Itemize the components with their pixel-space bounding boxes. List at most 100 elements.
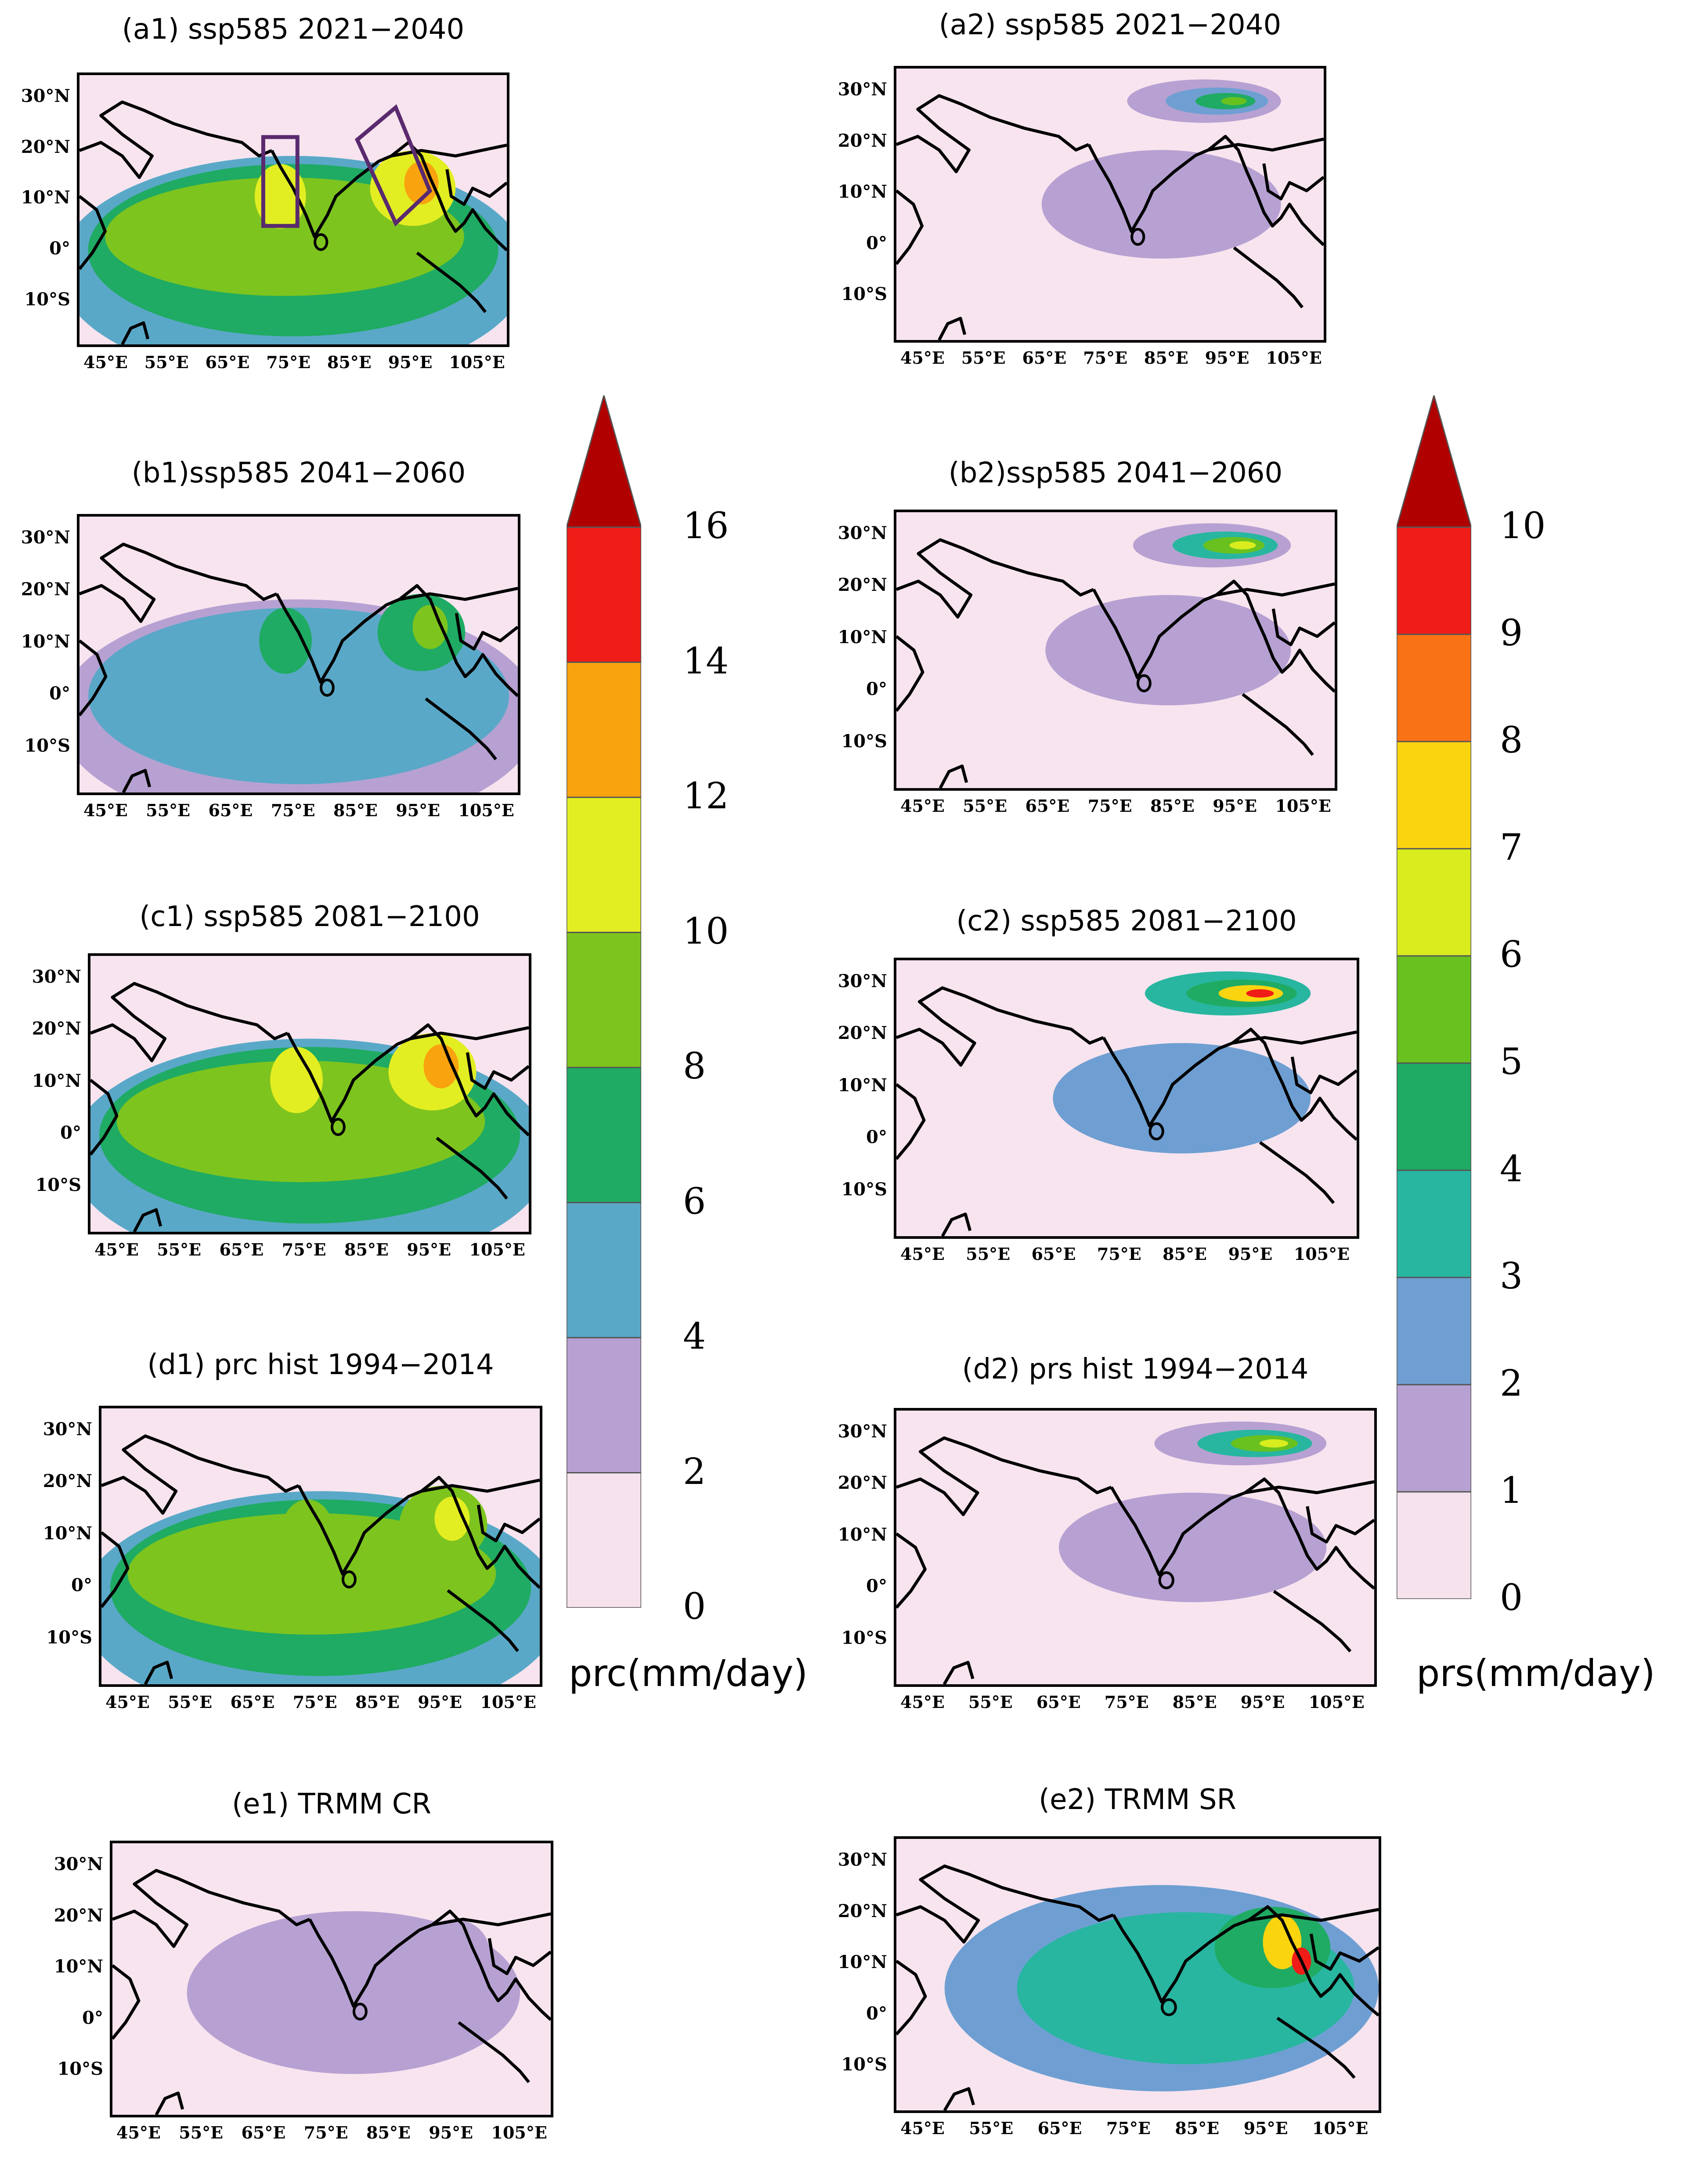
- colorbar-tick: 4: [683, 1316, 706, 1357]
- lat-label: 0°: [49, 683, 70, 704]
- lat-label: 10°N: [838, 626, 887, 648]
- lon-label: 85°E: [1163, 1244, 1207, 1264]
- lat-label: 20°N: [838, 575, 887, 596]
- lat-label: 10°S: [841, 284, 887, 305]
- panel-title-d2: (d2) prs hist 1994−2014: [962, 1353, 1309, 1386]
- lon-label: 75°E: [1083, 348, 1128, 368]
- lat-label: 10°N: [43, 1523, 92, 1544]
- lon-label: 55°E: [168, 1692, 213, 1712]
- lat-label: 30°N: [838, 1849, 887, 1870]
- map-c1: [88, 953, 531, 1234]
- lon-label: 55°E: [144, 352, 189, 372]
- panel-title-b1: (b1)ssp585 2041−2060: [131, 457, 466, 489]
- colorbar-tick: 3: [1500, 1256, 1523, 1297]
- lat-label: 30°N: [21, 527, 70, 548]
- lon-label: 105°E: [458, 800, 514, 820]
- map-field-e2: [896, 1864, 1379, 2110]
- lon-label: 45°E: [900, 2118, 945, 2138]
- lon-label: 55°E: [157, 1240, 202, 1259]
- map-d2: [894, 1408, 1377, 1687]
- colorbar-prc-unit: prc(mm/day): [569, 1652, 808, 1695]
- lon-label: 75°E: [1087, 796, 1132, 816]
- lon-label: 95°E: [429, 2123, 473, 2142]
- lon-label: 65°E: [241, 2123, 286, 2142]
- colorbar-tick: 5: [1500, 1041, 1523, 1083]
- lon-label: 45°E: [105, 1692, 150, 1712]
- lat-label: 20°N: [838, 1900, 887, 1921]
- lat-label: 0°: [71, 1575, 92, 1596]
- map-field-c2: [896, 971, 1357, 1236]
- lat-label: 30°N: [838, 1421, 887, 1442]
- lon-label: 85°E: [1175, 2118, 1220, 2138]
- lon-label: 65°E: [219, 1240, 264, 1259]
- lat-label: 20°N: [838, 1023, 887, 1044]
- panel-title-b2: (b2)ssp585 2041−2060: [948, 457, 1283, 489]
- lon-label: 85°E: [333, 800, 378, 820]
- map-c2: [894, 958, 1359, 1239]
- colorbar-tick: 10: [683, 910, 729, 952]
- lon-label: 95°E: [388, 352, 433, 372]
- lat-label: 10°S: [57, 2059, 103, 2080]
- panel-title-c1: (c1) ssp585 2081−2100: [139, 901, 480, 933]
- lat-label: 10°N: [838, 1952, 887, 1973]
- lon-label: 75°E: [266, 352, 311, 372]
- panel-title-c2: (c2) ssp585 2081−2100: [956, 905, 1297, 937]
- lon-label: 85°E: [327, 352, 372, 372]
- lon-label: 85°E: [344, 1240, 389, 1259]
- lat-label: 20°N: [838, 1473, 887, 1494]
- lon-label: 65°E: [205, 352, 250, 372]
- lon-label: 105°E: [1293, 1244, 1350, 1264]
- lat-label: 10°S: [841, 1627, 887, 1648]
- lon-label: 45°E: [900, 1244, 945, 1264]
- lat-label: 30°N: [43, 1419, 92, 1440]
- lon-label: 105°E: [449, 352, 505, 372]
- lat-label: 10°N: [32, 1070, 81, 1091]
- colorbar-tick: 8: [1500, 720, 1523, 761]
- lat-label: 10°N: [21, 187, 70, 208]
- lon-label: 95°E: [1205, 348, 1249, 368]
- lon-label: 45°E: [900, 348, 945, 368]
- colorbar-tick: 2: [1500, 1363, 1523, 1404]
- lon-label: 45°E: [83, 800, 128, 820]
- lat-label: 10°N: [54, 1956, 103, 1977]
- lon-label: 75°E: [292, 1692, 337, 1712]
- lon-label: 55°E: [146, 800, 191, 820]
- lon-label: 95°E: [418, 1692, 462, 1712]
- lon-label: 65°E: [1036, 1692, 1081, 1712]
- lon-label: 95°E: [1213, 796, 1257, 816]
- lat-label: 10°S: [24, 735, 70, 756]
- lat-label: 20°N: [21, 136, 70, 157]
- colorbar-tick: 10: [1500, 505, 1546, 547]
- lat-label: 20°N: [43, 1471, 92, 1492]
- lon-label: 75°E: [1097, 1244, 1141, 1264]
- colorbar-tick: 12: [683, 775, 729, 817]
- lon-label: 85°E: [355, 1692, 400, 1712]
- map-e2: [894, 1836, 1381, 2113]
- lat-label: 0°: [866, 232, 887, 253]
- lon-label: 105°E: [1275, 796, 1331, 816]
- map-b1: [77, 514, 520, 795]
- lat-label: 30°N: [838, 971, 887, 991]
- lon-label: 45°E: [900, 796, 945, 816]
- lon-label: 45°E: [83, 352, 128, 372]
- panel-title-a1: (a1) ssp585 2021−2040: [122, 13, 465, 46]
- lat-label: 0°: [866, 1127, 887, 1148]
- map-a2: [894, 66, 1326, 343]
- colorbar-tick: 6: [1500, 934, 1523, 976]
- lat-label: 20°N: [838, 130, 887, 151]
- lon-label: 55°E: [963, 796, 1007, 816]
- colorbar-tick: 9: [1500, 612, 1523, 654]
- lat-label: 30°N: [32, 966, 81, 987]
- lat-label: 10°N: [838, 1524, 887, 1545]
- map-field-b1: [79, 543, 518, 792]
- lat-label: 0°: [866, 2003, 887, 2024]
- lat-label: 10°S: [46, 1627, 92, 1648]
- lat-label: 30°N: [54, 1854, 103, 1874]
- lat-label: 0°: [49, 238, 70, 259]
- lon-label: 75°E: [1106, 2118, 1151, 2138]
- lon-label: 45°E: [94, 1240, 139, 1259]
- colorbar-prc-ramp: [566, 393, 642, 1609]
- lon-label: 65°E: [1037, 2118, 1082, 2138]
- lon-label: 75°E: [303, 2123, 348, 2142]
- lon-label: 45°E: [900, 1692, 945, 1712]
